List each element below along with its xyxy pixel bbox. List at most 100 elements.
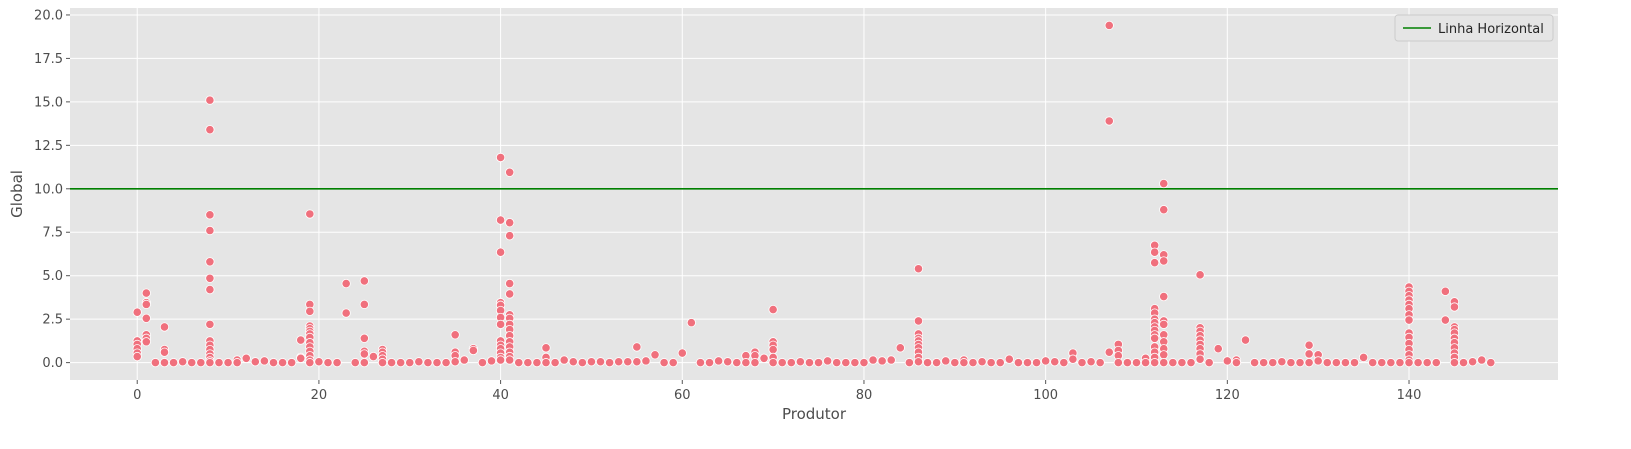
data-point [1358, 352, 1369, 363]
data-point [1122, 358, 1133, 368]
data-point [505, 167, 515, 177]
data-point [913, 316, 924, 326]
data-point [1195, 354, 1205, 364]
data-point [1349, 358, 1360, 368]
data-point [759, 353, 769, 363]
y-tick-label: 20.0 [34, 8, 63, 23]
data-point [205, 285, 215, 295]
data-point [595, 357, 606, 367]
y-tick-label: 15.0 [34, 95, 63, 110]
data-point [450, 330, 460, 340]
x-tick-label: 140 [1397, 388, 1422, 403]
x-axis-label: Produtor [782, 405, 847, 423]
data-point [714, 356, 724, 366]
data-point [1449, 302, 1460, 312]
data-point [359, 333, 369, 343]
data-point [1050, 357, 1060, 367]
data-point [1404, 315, 1414, 325]
data-point [704, 358, 715, 368]
data-point [559, 355, 569, 365]
data-point [1413, 358, 1423, 368]
data-point [141, 313, 151, 323]
data-point [1177, 358, 1187, 368]
data-point [823, 356, 833, 366]
data-point [1159, 205, 1169, 215]
data-point [1077, 358, 1087, 368]
data-point [1113, 358, 1123, 368]
x-axis-ticks: 0 20 40 60 80 100 120 140 [133, 380, 1421, 403]
data-point [150, 358, 160, 368]
data-point [1204, 358, 1214, 368]
data-point [632, 342, 642, 352]
y-tick-label: 17.5 [34, 52, 63, 67]
data-point [305, 306, 315, 316]
data-point [623, 357, 633, 367]
data-point [1159, 350, 1169, 360]
data-point [732, 358, 742, 368]
data-point [677, 348, 687, 358]
data-point [477, 358, 488, 368]
data-point [1150, 358, 1160, 368]
data-point [314, 357, 324, 367]
data-point [904, 358, 914, 368]
x-tick-label: 60 [674, 388, 691, 403]
data-point [223, 358, 233, 368]
data-point [1295, 358, 1305, 368]
data-point [750, 358, 760, 368]
data-point [132, 351, 142, 362]
data-point [1249, 358, 1260, 368]
data-point [305, 209, 315, 219]
data-point [768, 304, 778, 315]
data-point [1477, 355, 1487, 365]
data-point [741, 358, 751, 368]
y-tick-label: 2.5 [42, 313, 63, 328]
x-tick-label: 120 [1215, 388, 1240, 403]
data-point [305, 358, 315, 368]
data-point [1240, 335, 1251, 345]
data-point [259, 356, 270, 366]
data-point [505, 355, 515, 365]
data-point [441, 358, 451, 368]
data-point [323, 358, 333, 368]
data-point [495, 319, 506, 329]
data-point [168, 358, 179, 368]
data-point [296, 335, 306, 345]
data-point [187, 358, 197, 368]
data-point [341, 308, 351, 318]
data-point [432, 358, 442, 368]
data-point [832, 358, 842, 368]
data-point [1013, 358, 1023, 368]
x-tick-label: 20 [311, 388, 328, 403]
data-point [1259, 358, 1269, 368]
legend-label: Linha Horizontal [1438, 22, 1544, 37]
data-point [523, 358, 533, 368]
data-point [986, 358, 996, 368]
x-tick-label: 0 [133, 388, 141, 403]
data-point [1213, 344, 1223, 354]
data-point [541, 343, 551, 353]
data-point [605, 358, 615, 368]
data-point [886, 355, 896, 365]
data-point [1322, 358, 1332, 368]
data-point [532, 358, 542, 368]
data-point [932, 358, 942, 368]
data-point [505, 278, 515, 289]
data-point [250, 357, 260, 367]
data-point [159, 358, 170, 368]
data-point [1222, 356, 1232, 366]
data-point [205, 95, 215, 105]
data-point [804, 358, 815, 368]
data-point [977, 357, 987, 367]
data-point [1150, 247, 1160, 257]
x-tick-label: 100 [1033, 388, 1058, 403]
data-point [786, 358, 796, 368]
data-point [1422, 358, 1432, 368]
legend-box [1394, 14, 1554, 42]
data-point [1313, 356, 1323, 366]
data-point [1104, 20, 1114, 30]
data-point [659, 358, 669, 368]
data-point [650, 350, 660, 360]
data-point [332, 358, 342, 368]
data-point [205, 125, 215, 135]
